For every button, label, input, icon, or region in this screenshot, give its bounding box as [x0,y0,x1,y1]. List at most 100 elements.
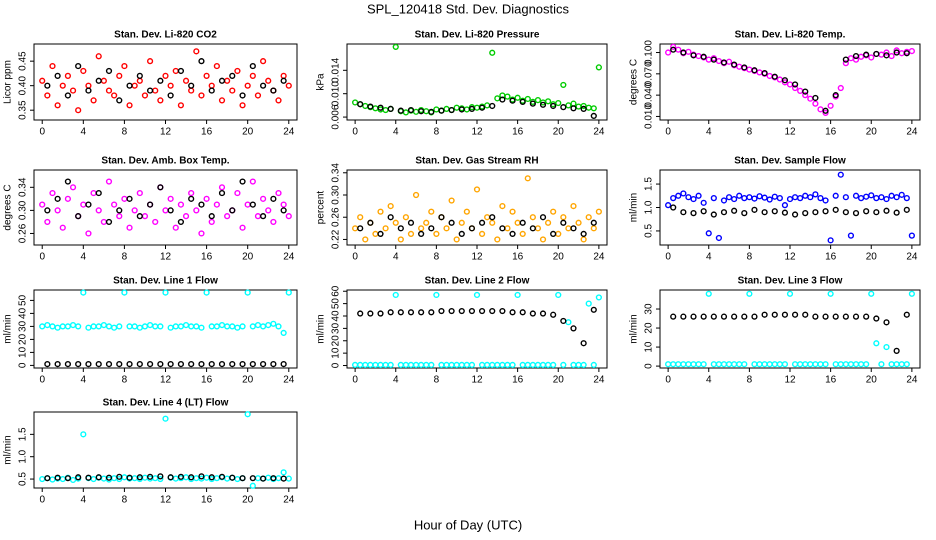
data-point [126,474,133,481]
data-point [550,311,557,318]
data-point [893,194,900,201]
data-point [188,361,195,368]
data-point [198,324,205,331]
data-point [448,219,455,226]
data-point [852,52,860,60]
data-point [152,218,159,226]
data-point [428,361,435,369]
data-point [761,311,768,318]
data-point [771,73,778,80]
data-point [499,96,506,103]
panel-title: Stan. Dev. Li-820 CO2 [114,30,217,41]
data-point [791,361,799,368]
data-point [198,473,205,480]
data-point [121,474,128,481]
data-point [213,323,220,330]
data-point [412,191,420,199]
x-tick-label: 4 [706,252,712,263]
data-point [136,474,143,481]
y-tick-label: 50 [331,298,342,310]
data-point [590,105,597,112]
data-point [167,324,174,331]
data-point [514,291,521,299]
data-point [362,361,369,369]
data-point [715,361,723,368]
data-point [44,322,51,329]
data-point [751,195,758,202]
y-tick-label: 0.5 [644,224,655,238]
data-point [509,230,516,237]
data-point [903,361,910,368]
data-point [254,475,262,482]
data-point [188,82,195,89]
data-point [575,219,582,226]
data-point [791,211,799,218]
data-point [802,88,809,95]
data-point [720,361,728,368]
data-point [402,214,410,221]
data-point [746,290,753,297]
data-point [443,225,450,232]
data-point [387,105,394,112]
data-point [560,214,567,221]
data-point [162,72,169,79]
data-point [44,92,51,99]
data-point [529,214,536,221]
data-point [64,361,72,368]
panel-title: Stan. Dev. Li-820 Temp. [735,30,846,41]
data-point [690,361,697,368]
data-point [842,60,849,67]
data-point [239,92,246,99]
x-tick-label: 16 [512,375,524,386]
data-point [218,322,226,329]
data-point [852,210,860,217]
data-point [812,313,819,320]
x-tick-label: 16 [512,127,524,138]
data-point [690,52,697,59]
data-point [126,224,133,231]
data-point [544,219,552,226]
data-point [893,361,900,368]
x-tick-label: 16 [201,252,213,263]
data-point [731,361,738,368]
data-point [580,340,587,347]
data-point [270,361,277,368]
panel-title: Stan. Dev. Li-820 Pressure [415,30,540,41]
x-tick-label: 0 [665,375,671,386]
x-tick-label: 20 [866,375,878,386]
data-point [218,473,226,480]
data-point [878,51,885,58]
data-point [136,213,143,220]
data-point [382,225,389,232]
panel-title: Stan. Dev. Sample Flow [734,156,846,167]
data-point [182,322,190,329]
data-point [680,209,687,216]
data-point [791,84,799,92]
data-point [259,82,267,89]
data-point [69,87,77,94]
data-point [448,361,455,369]
y-axis-label: ml/min [316,314,327,343]
data-point [675,46,682,53]
data-point [812,94,819,102]
data-point [438,214,445,221]
data-point [898,50,905,57]
data-point [167,195,174,202]
data-point [489,307,496,315]
data-point [105,67,113,75]
data-point [570,361,577,369]
data-point [695,192,702,199]
data-point [423,108,430,115]
data-point [392,291,399,299]
data-point [544,361,552,369]
data-point [105,178,113,185]
y-tick-label: 10 [331,347,342,359]
data-point [710,313,717,320]
data-point [857,195,865,202]
data-point [751,67,758,74]
y-axis-label: ml/min [3,435,14,464]
data-point [893,209,900,216]
data-point [275,475,282,482]
data-point [837,171,844,178]
data-point [285,289,292,296]
